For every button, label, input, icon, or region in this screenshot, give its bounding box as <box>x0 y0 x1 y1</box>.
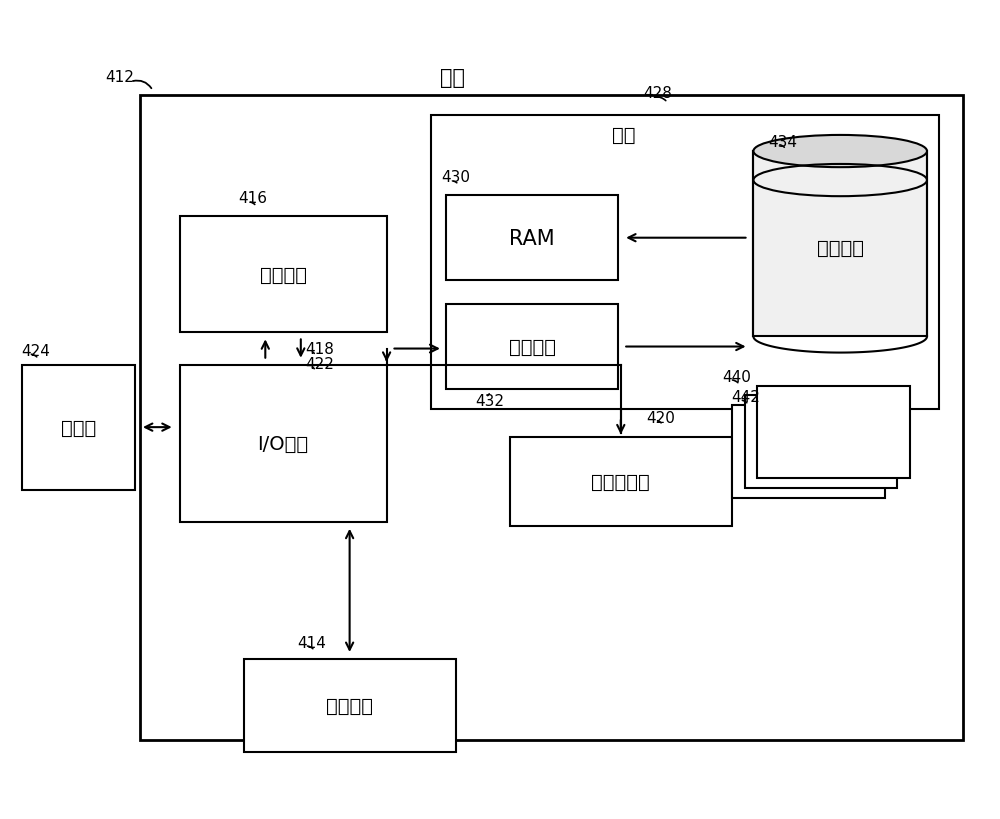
Bar <box>140 96 963 740</box>
Text: 422: 422 <box>306 357 335 372</box>
Text: 高速缓存: 高速缓存 <box>509 337 556 356</box>
Bar <box>757 386 910 479</box>
Text: 432: 432 <box>475 394 504 409</box>
Text: 434: 434 <box>768 134 797 150</box>
Bar <box>180 365 387 523</box>
Text: 网络适配器: 网络适配器 <box>591 473 650 491</box>
Text: 420: 420 <box>646 410 675 425</box>
Bar <box>244 659 456 752</box>
Text: 416: 416 <box>239 191 268 206</box>
Bar <box>732 405 885 498</box>
Text: 424: 424 <box>21 344 50 359</box>
Text: 430: 430 <box>441 170 470 185</box>
Bar <box>22 365 135 490</box>
Text: 显示器: 显示器 <box>61 419 96 437</box>
Text: 外部设备: 外部设备 <box>326 696 373 715</box>
Bar <box>431 115 939 410</box>
Text: I/O接口: I/O接口 <box>257 434 309 453</box>
Bar <box>753 152 927 337</box>
Bar <box>745 396 897 488</box>
Text: RAM: RAM <box>509 229 555 248</box>
Text: 存储系统: 存储系统 <box>817 239 864 258</box>
Text: 440: 440 <box>722 370 751 385</box>
Bar <box>446 305 618 389</box>
Text: 414: 414 <box>297 636 326 650</box>
Text: 处理单元: 处理单元 <box>260 265 307 284</box>
Text: 428: 428 <box>643 86 672 101</box>
Text: 设备: 设备 <box>440 68 465 88</box>
Ellipse shape <box>753 136 927 168</box>
Bar <box>180 216 387 333</box>
Bar <box>446 196 618 281</box>
Text: 418: 418 <box>306 342 335 356</box>
Bar <box>510 437 732 527</box>
Text: 412: 412 <box>106 70 134 84</box>
Text: 内存: 内存 <box>612 126 636 145</box>
Text: 442: 442 <box>732 390 761 405</box>
